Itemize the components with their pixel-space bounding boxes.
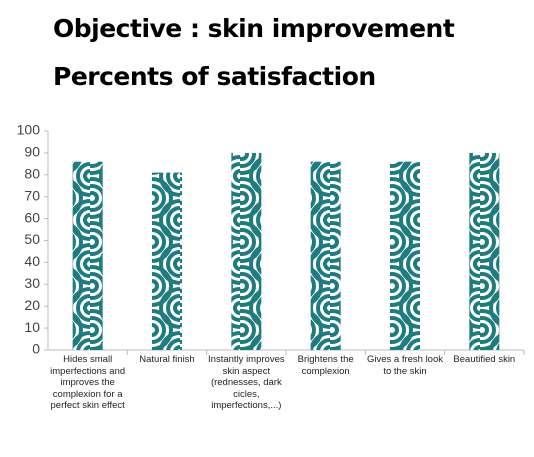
y-tick-label: 40 — [24, 253, 40, 269]
y-tick-label: 50 — [24, 231, 40, 247]
bar — [310, 161, 341, 350]
x-tick-label: Brightens the complexion — [297, 354, 354, 377]
bar — [152, 172, 182, 350]
y-tick-label: 20 — [24, 297, 40, 313]
bar — [469, 152, 500, 350]
y-tick-label: 0 — [32, 341, 40, 357]
chart-subtitle: Percents of satisfaction — [53, 62, 376, 91]
bar — [231, 152, 262, 350]
chart-title: Objective : skin improvement — [53, 14, 455, 43]
x-tick-label: Beautified skin — [453, 354, 516, 365]
bar — [390, 161, 420, 350]
y-tick-label: 90 — [24, 144, 40, 160]
y-tick-label: 70 — [24, 187, 40, 203]
y-tick-label: 30 — [24, 275, 40, 291]
y-tick-label: 100 — [17, 122, 41, 138]
y-tick-label: 10 — [24, 319, 40, 335]
y-tick-label: 60 — [24, 209, 40, 225]
x-tick-label: Gives a fresh look to the skin — [366, 354, 444, 377]
x-tick-label: Instantly improves skin aspect (rednesse… — [208, 354, 285, 411]
x-tick-label: Hides small imperfections and improves t… — [50, 354, 126, 411]
bar — [72, 161, 103, 350]
x-tick-label: Natural finish — [139, 354, 195, 365]
y-tick-label: 80 — [24, 166, 40, 182]
